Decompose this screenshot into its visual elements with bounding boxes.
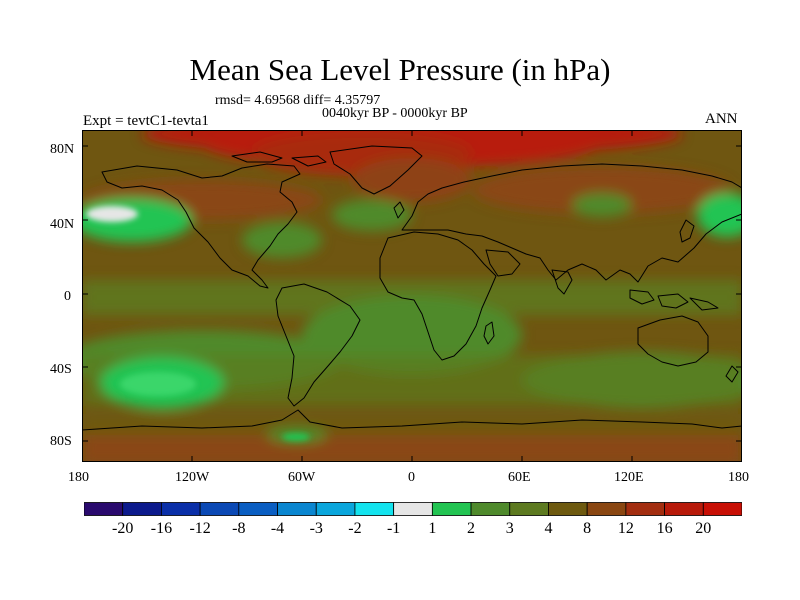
lat-label-40s: 40S — [50, 362, 72, 377]
chart-title: Mean Sea Level Pressure (in hPa) — [189, 52, 611, 87]
colorbar-cell — [161, 502, 201, 516]
colorbar-cell — [470, 502, 511, 516]
colorbar-label: -1 — [386, 520, 401, 537]
colorbar-label: 2 — [467, 520, 476, 537]
season-label: ANN — [705, 111, 738, 127]
lat-label-80s: 80S — [50, 434, 72, 449]
extreme-centers — [86, 206, 310, 441]
lon-label-60e: 60E — [508, 470, 531, 485]
lat-label-0: 0 — [64, 289, 71, 304]
experiment-label: Expt = tevtC1-tevta1 — [83, 113, 209, 129]
lon-label-180e: 180 — [728, 470, 749, 485]
colorbar-cell — [315, 502, 356, 516]
colorbar-cell — [664, 502, 704, 516]
colorbar-label: -2 — [348, 520, 362, 537]
colorbar-cell — [84, 502, 124, 516]
colorbar-label: 4 — [544, 520, 553, 537]
colorbar-label: -4 — [270, 520, 285, 537]
lon-label-180w: 180 — [68, 470, 89, 485]
colorbar-label: -16 — [150, 520, 173, 537]
lat-label-80n: 80N — [50, 142, 75, 157]
lat-label-40n: 40N — [50, 217, 75, 232]
coastlines — [82, 145, 742, 431]
stats-label: rmsd= 4.69568 diff= 4.35797 — [215, 93, 381, 108]
lon-label-120e: 120E — [614, 470, 644, 485]
colorbar-label: -8 — [232, 520, 246, 537]
colorbar-cell — [393, 502, 433, 516]
colorbar-cell — [431, 502, 472, 516]
axis-ticks — [82, 130, 742, 462]
colorbar-cell — [277, 502, 317, 516]
colorbar-label: 20 — [695, 520, 712, 537]
colorbar-cell — [238, 502, 278, 516]
colorbar-label: 8 — [583, 520, 592, 537]
colorbar-cell — [122, 502, 162, 516]
colorbar-cell — [199, 502, 240, 516]
colorbar-label: -12 — [189, 520, 211, 537]
colorbar-cell — [625, 502, 665, 516]
colorbar-label: 12 — [617, 520, 634, 537]
lon-label-120w: 120W — [175, 470, 210, 485]
colorbar-label: 16 — [656, 520, 673, 537]
lon-label-0: 0 — [408, 470, 415, 485]
colorbar-label: 1 — [428, 520, 437, 537]
lon-label-60w: 60W — [288, 470, 316, 485]
colorbar-cell — [702, 502, 742, 516]
colorbar-label: -3 — [309, 520, 323, 537]
colorbar-cell — [586, 502, 627, 516]
pressure-map — [82, 130, 742, 462]
colorbar — [84, 502, 742, 516]
colorbar-label: 3 — [505, 520, 514, 537]
colorbar-cell — [509, 502, 549, 516]
anomaly-fields — [82, 130, 742, 462]
colorbar-label: -20 — [112, 520, 134, 537]
period-label: 0040kyr BP - 0000kyr BP — [322, 106, 468, 121]
colorbar-cell — [354, 502, 395, 516]
colorbar-cell — [548, 502, 588, 516]
